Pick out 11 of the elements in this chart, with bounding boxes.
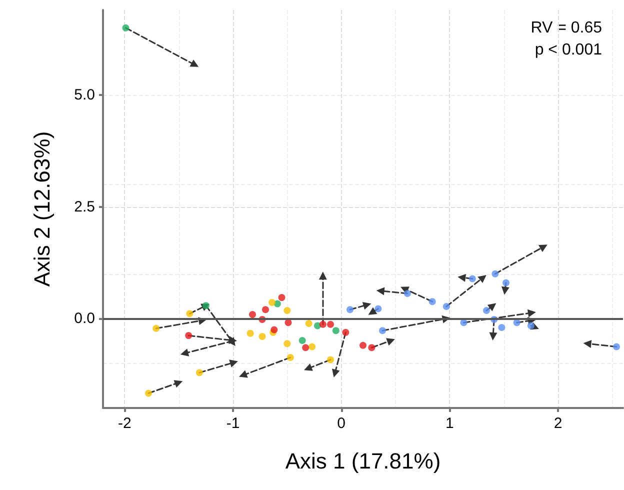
annotation: p < 0.001 [534,42,602,58]
y-tick-label: 5.0 [74,86,95,104]
x-tick-label: -2 [118,415,132,432]
y-axis-title: Axis 2 (12.63%) [30,131,54,287]
y-tick-label: 2.5 [74,198,95,216]
x-axis-title: Axis 1 (17.81%) [285,448,441,474]
x-tick-label: 1 [445,415,454,432]
x-tick-label: -1 [226,415,240,432]
x-tick-label: 0 [337,415,346,432]
x-tick-label: 2 [554,415,562,432]
y-tick-label: 0.0 [74,310,95,328]
